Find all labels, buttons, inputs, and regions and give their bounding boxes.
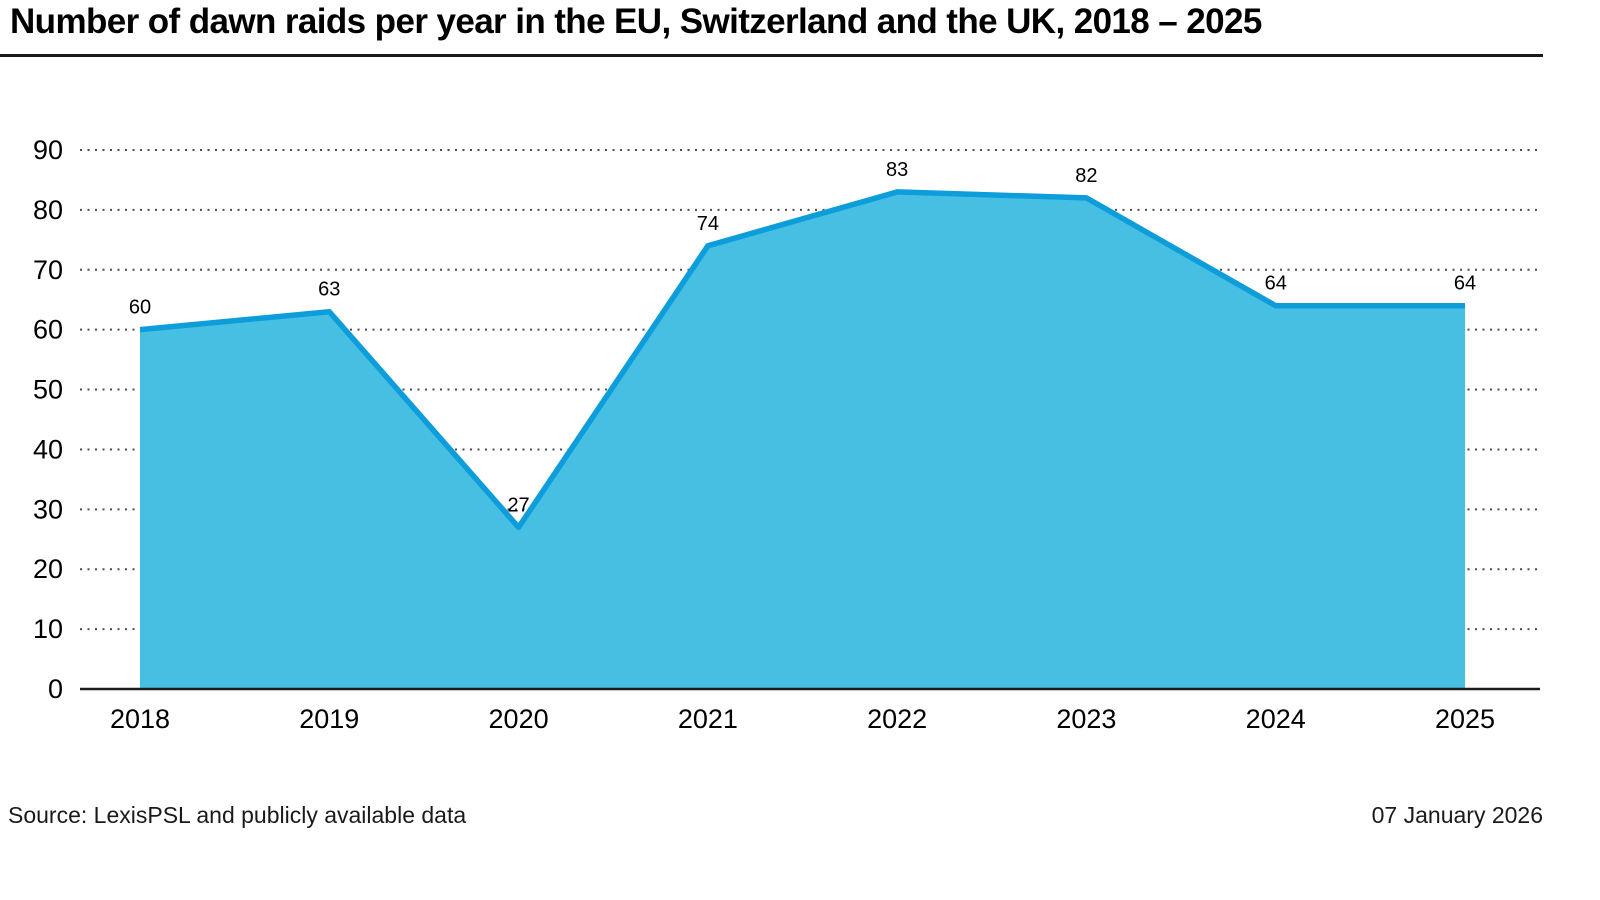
x-tick-label: 2022: [867, 704, 927, 734]
trend-line: [139, 189, 1465, 531]
x-tick-label: 2018: [110, 704, 170, 734]
y-tick-label: 70: [33, 255, 63, 285]
data-label: 74: [697, 213, 719, 235]
y-tick-label: 40: [33, 434, 63, 464]
chart-title: Number of dawn raids per year in the EU,…: [10, 2, 1262, 41]
x-tick-label: 2025: [1435, 704, 1495, 734]
area-fill: [140, 191, 1465, 689]
y-tick-label: 60: [33, 315, 63, 345]
y-tick-label: 0: [48, 674, 63, 704]
date-label: 07 January 2026: [1371, 802, 1543, 828]
y-tick-label: 90: [33, 135, 63, 165]
data-label: 63: [318, 279, 340, 301]
x-tick-label: 2021: [678, 704, 738, 734]
data-label: 60: [129, 297, 151, 319]
x-tick-label: 2023: [1056, 704, 1116, 734]
y-tick-label: 30: [33, 494, 63, 524]
data-label: 64: [1454, 273, 1476, 295]
y-tick-label: 20: [33, 554, 63, 584]
source-note: Source: LexisPSL and publicly available …: [8, 802, 467, 828]
x-tick-label: 2020: [489, 704, 549, 734]
data-label: 27: [507, 494, 529, 516]
y-tick-label: 50: [33, 375, 63, 405]
x-tick-label: 2024: [1246, 704, 1306, 734]
data-label: 82: [1075, 165, 1097, 187]
y-tick-label: 10: [33, 614, 63, 644]
data-label: 83: [886, 159, 908, 181]
y-tick-label: 80: [33, 195, 63, 225]
title-divider-line: [0, 54, 1543, 57]
x-tick-label: 2019: [299, 704, 359, 734]
data-label: 64: [1265, 273, 1287, 295]
